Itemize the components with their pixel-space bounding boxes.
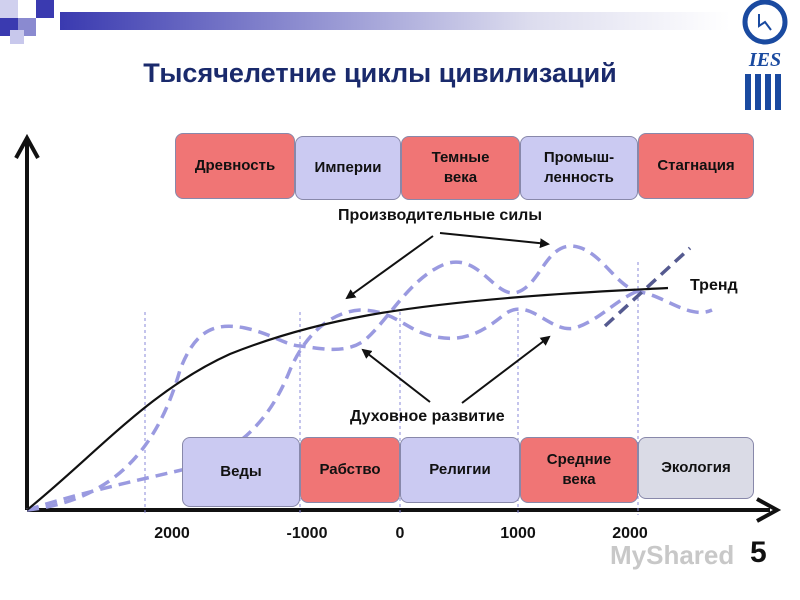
spiritual-development-curve xyxy=(26,288,641,512)
x-axis-arrowhead xyxy=(756,497,782,523)
x-tick-label: -1000 xyxy=(286,525,328,542)
y-axis-arrowhead xyxy=(14,133,40,159)
arrow-spiritual-left xyxy=(361,348,431,403)
box-industry: Промыш-ленность xyxy=(520,136,638,200)
x-tick-label: 0 xyxy=(395,525,405,542)
label-spiritual-development: Духовное развитие xyxy=(350,408,505,425)
box-middle-ages: Средние века xyxy=(520,437,638,503)
x-tick-label: 1000 xyxy=(500,525,536,542)
watermark: MyShared xyxy=(610,540,735,570)
box-antiquity: Древность xyxy=(175,133,295,199)
label-trend: Тренд xyxy=(690,277,738,294)
arrow-productive-left xyxy=(345,235,434,300)
box-religions: Религии xyxy=(400,437,520,503)
arrow-spiritual-right xyxy=(461,335,551,404)
box-vedas: Веды xyxy=(182,437,300,507)
svg-text:IES: IES xyxy=(748,49,781,71)
arrow-productive-right xyxy=(439,232,550,249)
header-decoration xyxy=(0,0,740,50)
label-productive-forces: Производительные силы xyxy=(338,207,542,224)
box-stagnation: Стагнация xyxy=(638,133,754,199)
box-dark-ages: Темные века xyxy=(401,136,520,200)
box-ecology: Экология xyxy=(638,437,754,499)
box-empires: Империи xyxy=(295,136,401,200)
ies-logo: IES xyxy=(737,0,797,112)
page-title: Тысячелетние циклы цивилизаций xyxy=(143,58,617,88)
x-tick-label: 2000 xyxy=(612,525,648,542)
slide-number: 5 xyxy=(750,536,767,569)
box-slavery: Рабство xyxy=(300,437,400,503)
spiritual-development-extension xyxy=(603,246,692,328)
x-tick-label: 2000 xyxy=(154,525,190,542)
productive-forces-curve xyxy=(26,244,713,512)
trend-line xyxy=(26,286,669,511)
